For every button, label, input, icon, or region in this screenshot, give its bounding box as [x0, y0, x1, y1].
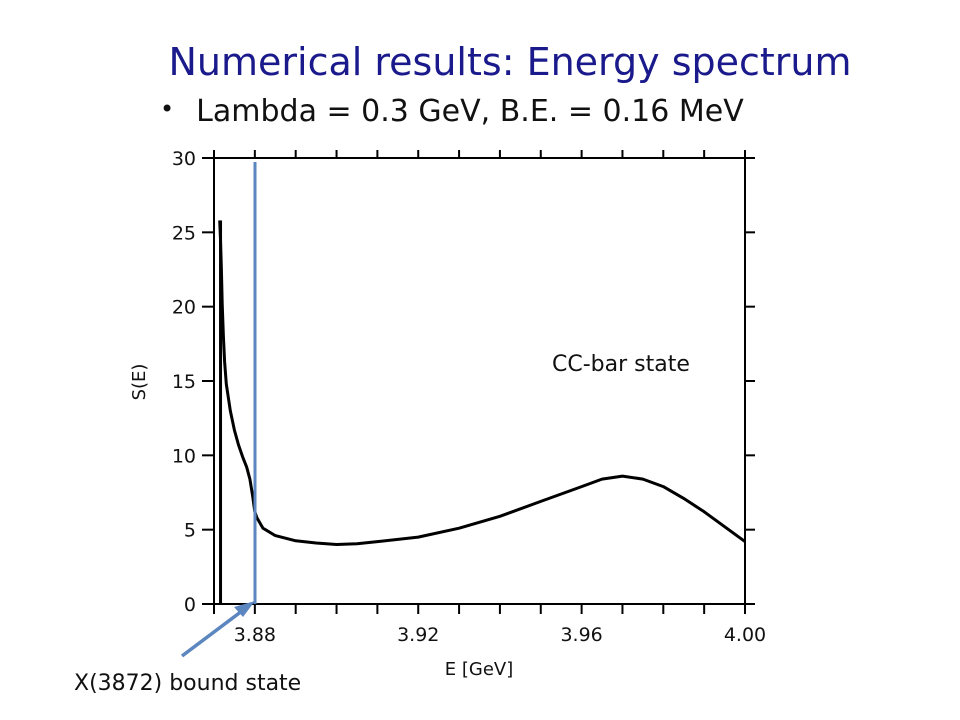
plot-frame [213, 157, 746, 605]
x-tick-label: 3.88 [234, 624, 276, 646]
y-tick-label: 0 [184, 594, 196, 616]
bound-state-label: X(3872) bound state [74, 671, 301, 696]
cc-bar-label: CC-bar state [552, 352, 690, 377]
x-tick-label: 3.92 [397, 624, 439, 646]
bullet-dot-icon: • [160, 95, 175, 123]
x-tick-label: 4.00 [724, 624, 766, 646]
arrow-head-icon [234, 601, 255, 617]
plot-area-border [213, 157, 746, 605]
x-axis-label: E [GeV] [445, 659, 513, 680]
y-axis-ticks: 0 5 10 15 20 25 30 S(E) [129, 148, 755, 616]
series-group [218, 220, 746, 604]
y-tick-label: 25 [172, 222, 196, 244]
x-tick-label: 3.96 [560, 624, 602, 646]
y-axis-label: S(E) [129, 364, 150, 401]
y-tick-label: 30 [172, 148, 196, 170]
y-tick-label: 10 [172, 445, 196, 467]
y-tick-label: 5 [184, 520, 196, 542]
y-tick-label: 15 [172, 371, 196, 393]
y-tick-label: 20 [172, 297, 196, 319]
bullet-text: Lambda = 0.3 GeV, B.E. = 0.16 MeV [196, 94, 744, 129]
bullet-point: • Lambda = 0.3 GeV, B.E. = 0.16 MeV [160, 94, 744, 129]
spectrum-curve [218, 220, 746, 546]
bound-state-arrow [180, 606, 248, 658]
x-axis-ticks: 3.88 3.92 3.96 4.00 E [GeV] [213, 150, 766, 680]
slide-title: Numerical results: Energy spectrum [168, 40, 852, 84]
annotations: CC-bar state X(3872) bound state [74, 162, 690, 696]
